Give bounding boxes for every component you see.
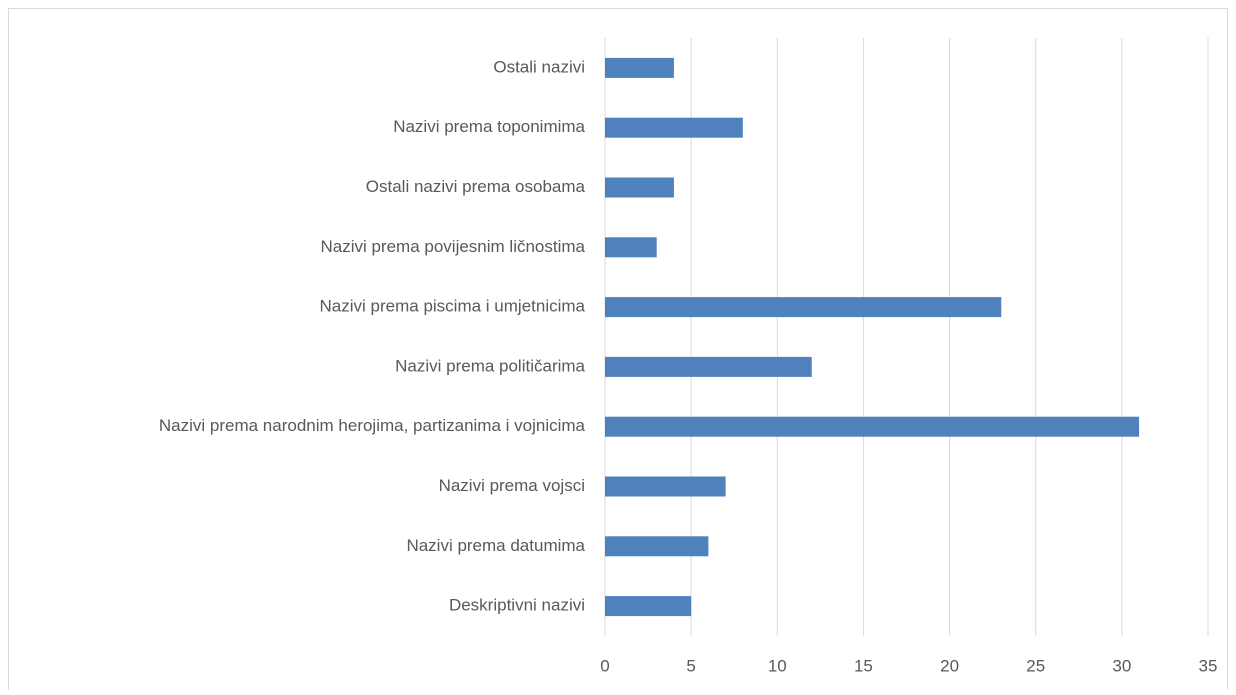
bar (605, 476, 726, 497)
bar (605, 57, 674, 78)
y-tick-label: Nazivi prema narodnim herojima, partizan… (159, 416, 586, 435)
y-tick-label: Nazivi prema vojsci (439, 476, 585, 495)
bar (605, 297, 1002, 318)
y-tick-label: Nazivi prema povijesnim ličnostima (320, 237, 585, 256)
x-tick-label: 10 (768, 656, 787, 675)
x-tick-label: 20 (940, 656, 959, 675)
bar (605, 416, 1140, 437)
y-tick-label: Nazivi prema datumima (406, 536, 585, 555)
bar (605, 536, 709, 557)
x-tick-label: 30 (1112, 656, 1131, 675)
x-tick-label: 5 (686, 656, 695, 675)
x-tick-label: 0 (600, 656, 609, 675)
y-tick-label: Nazivi prema toponimima (393, 117, 585, 136)
bar (605, 596, 692, 617)
y-tick-label: Nazivi prema piscima i umjetnicima (320, 297, 586, 316)
chart-border (8, 8, 1228, 695)
bar (605, 177, 674, 198)
x-tick-label: 35 (1199, 656, 1218, 675)
x-tick-label: 25 (1026, 656, 1045, 675)
x-tick-label: 15 (854, 656, 873, 675)
y-tick-label: Ostali nazivi (493, 57, 585, 76)
bar (605, 117, 743, 138)
bar (605, 237, 657, 258)
y-tick-label: Deskriptivni nazivi (449, 596, 585, 615)
bar (605, 356, 812, 377)
y-tick-label: Nazivi prema političarima (395, 356, 585, 375)
y-tick-label: Ostali nazivi prema osobama (366, 177, 586, 196)
